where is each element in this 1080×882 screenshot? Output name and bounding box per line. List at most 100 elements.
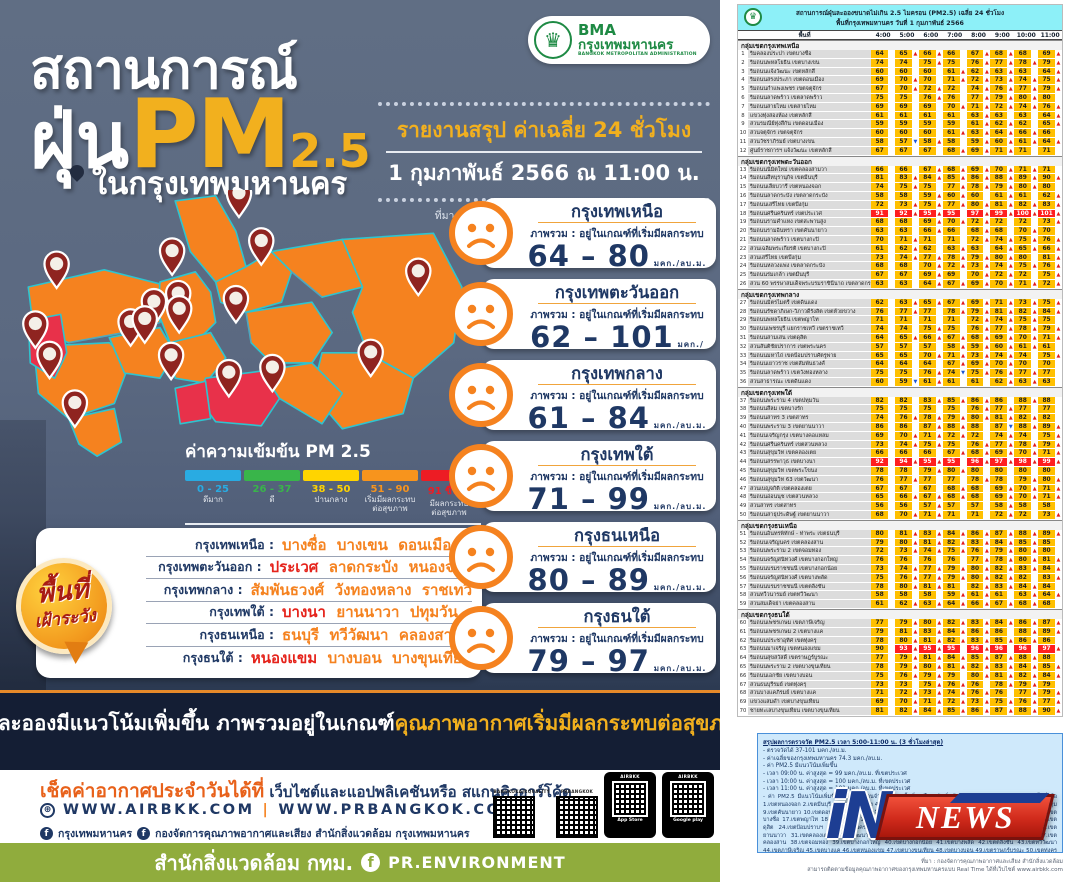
pm-value-cell: 62 [895, 600, 912, 610]
station-name: ริมถนนหลวงแพ่ง เขตลาดกระบัง [747, 262, 872, 272]
trend-marker [1055, 129, 1062, 138]
pm-value-cell: 80 [918, 663, 936, 672]
pm-value-cell: 56 [895, 502, 912, 512]
pm-value-cell: 76 [871, 556, 889, 566]
pm-value-cell: 84 [1014, 582, 1032, 592]
trend-marker [936, 76, 943, 85]
station-name: ริมถนนแจ้งวัฒนะ เขตหลักสี่ [747, 67, 872, 77]
facebook-icon: f [40, 827, 53, 840]
pm-value-cell: 71 [1014, 146, 1032, 156]
trend-marker: ▲ [1056, 494, 1061, 501]
notes-header: สรุปผลการตรวจวัด PM2.5 เวลา 5:00-11:00 น… [763, 739, 944, 746]
station-name: สวนเบญจกิติ เขตคลองเตย [747, 484, 872, 494]
station-name: ริมถนนเยาวราช เขตสัมพันธวงศ์ [747, 360, 872, 370]
legend-range: 38 - 50 [311, 484, 351, 495]
facebook-icon: f [361, 853, 381, 872]
trend-marker: ▲ [937, 441, 942, 448]
watch-district: ปทุมวัน [409, 603, 458, 622]
trend-marker: ▲ [985, 548, 989, 555]
watch-row: กรุงธนเหนือ : ธนบุรี ทวีวัฒนา คลองสาน [146, 624, 472, 647]
trend-marker [936, 245, 943, 254]
table-row: 31 ริมถนนสามเสน เขตดุสิต 64 65 ▲ 66 ▲ 67 ▲ 68 ▲ 69… [738, 333, 1062, 343]
trend-marker [888, 280, 895, 289]
pm-value-cell: 69 [966, 298, 984, 308]
bma-logo-text: BMA กรุงเทพมหานคร BANGKOK METROPOLITAN A… [578, 22, 697, 58]
pm-value-cell: 72 [871, 200, 889, 210]
pm-value-cell: 79 [895, 654, 912, 663]
pm-value-cell: 83 [966, 538, 984, 548]
pm-value-cell: 80 [1014, 547, 1032, 557]
row-number: 58 [739, 592, 747, 599]
row-number: 1 [741, 51, 745, 57]
trend-marker [912, 218, 919, 227]
table-row: 10 สวนจตุจักร เขตจตุจักร 60 60 60 61 ▲ 63 ▲ 64 ▲ 6… [738, 129, 1062, 138]
trend-marker: ▲ [1032, 539, 1037, 546]
area-column-header: พื้นที่ [798, 32, 811, 39]
pm-value-cell: 95 [942, 209, 960, 219]
pm-value-cell: 74 [990, 316, 1008, 326]
pm-value-cell: 76 [1014, 698, 1032, 707]
map-pin [157, 341, 185, 382]
trend-marker: ▲ [937, 352, 942, 359]
station-name: ริมถนนเพชรบุรี แยกราชเทวี เขตราชเทวี [747, 325, 872, 334]
trend-marker [888, 458, 895, 467]
pm-value-cell: 81 [990, 200, 1008, 210]
trend-marker: ▲ [937, 280, 942, 287]
trend-marker: ▲ [1056, 424, 1061, 431]
pm-value-cell: 71 [942, 351, 960, 361]
trend-marker [888, 591, 895, 600]
pm-value-cell: 67 [966, 50, 984, 59]
trend-marker [888, 539, 895, 548]
trend-marker [912, 227, 919, 236]
pm-value-cell: 73 [1038, 511, 1055, 520]
trend-marker: ▲ [937, 601, 942, 608]
pm-value-cell: 86 [966, 706, 984, 716]
trend-marker [912, 369, 919, 378]
pm-value-cell: 76 [1038, 102, 1055, 112]
legend-item: 38 - 50 ปานกลาง [303, 470, 359, 517]
pm-value-cell: 76 [966, 325, 984, 334]
pm-value-cell: 71 [990, 146, 1008, 156]
pm-value-cell: 69 [871, 431, 889, 441]
trend-marker: ▲ [1032, 59, 1037, 66]
trend-marker [960, 378, 967, 387]
pm-value-cell: 88 [1014, 706, 1032, 716]
table-row: 46 ริมถนนสุขุมวิท 63 เขตวัฒนา 76 77 ▲ 77 77 78… [738, 475, 1062, 485]
trend-marker [936, 360, 943, 369]
pm-value-cell: 67 [990, 600, 1008, 610]
trend-marker [936, 147, 943, 156]
pm-value-cell: 75 [918, 200, 936, 210]
pm-value-cell: 79 [990, 93, 1008, 103]
trend-marker: ▲ [937, 86, 942, 93]
trend-marker [888, 369, 895, 378]
pm-value-cell: 57 [871, 342, 889, 352]
pm-value-cell: 78 [871, 467, 889, 476]
row-number: 5 [741, 86, 745, 93]
trend-marker: ▲ [985, 566, 989, 573]
pm-value-cell: 68 [942, 165, 960, 175]
trend-marker [1055, 414, 1062, 423]
table-row: 22 สวนเฉลิมพระเกียรติ เขตบางกะปิ 61 62 ▲ 62 6… [738, 244, 1062, 254]
pm-value-cell: 83 [1038, 573, 1055, 583]
trend-marker [960, 227, 967, 236]
trend-marker: ▲ [961, 601, 966, 608]
trend-marker [888, 192, 895, 201]
watch-district: บางเขน [336, 535, 388, 554]
pm-value-cell: 92 [895, 209, 912, 219]
trend-marker [1055, 681, 1062, 690]
pm-value-cell: 66 [918, 333, 936, 343]
pm-value-cell: 73 [871, 253, 889, 263]
pm-value-cell: 86 [966, 529, 984, 539]
pm-value-cell: 79 [1038, 85, 1055, 94]
trend-marker: ▲ [985, 601, 989, 608]
pm-value-cell: 75 [1038, 351, 1055, 361]
trend-marker: ▲ [1056, 138, 1061, 145]
pm-value-cell: 66 [918, 449, 936, 459]
trend-marker: ▲ [913, 583, 918, 590]
notes-bullet: - ค่า PM2.5 มีแนวโน้มเพิ่มขึ้น [763, 763, 838, 770]
trend-marker: ▲ [1032, 334, 1037, 341]
trend-marker: ▲ [961, 539, 966, 546]
pm-value-cell: 81 [871, 174, 889, 184]
trend-marker [888, 707, 895, 716]
pm-value-cell: 72 [1014, 511, 1032, 520]
